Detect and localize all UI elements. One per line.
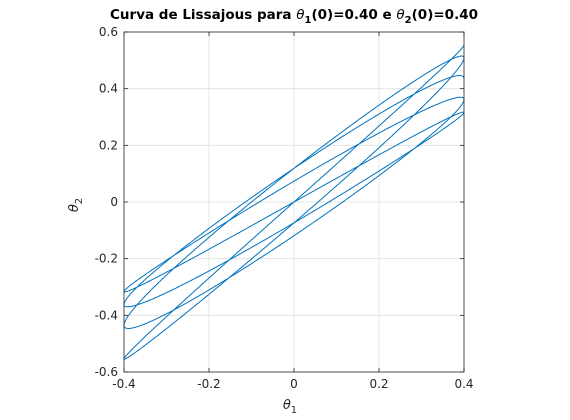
x-tick-label: 0.4	[454, 377, 473, 391]
x-axis-label: θ1	[283, 398, 297, 416]
y-tick-label: 0.2	[99, 138, 118, 152]
x-axis-subscript: 1	[291, 405, 297, 416]
title-suffix: (0)=0.40	[412, 7, 478, 23]
x-tick-label: 0.2	[369, 377, 388, 391]
title-theta-1: θ	[296, 7, 304, 23]
y-axis-label: θ2	[67, 198, 85, 212]
x-axis-symbol: θ	[283, 398, 291, 413]
y-axis-symbol: θ	[67, 204, 82, 212]
y-tick-label: 0.4	[99, 82, 118, 96]
x-tick-label: -0.4	[112, 377, 135, 391]
title-theta-2: θ	[396, 7, 404, 23]
x-tick-label: 0	[290, 377, 298, 391]
x-tick-label: -0.2	[197, 377, 220, 391]
title-prefix: Curva de Lissajous para	[110, 7, 296, 23]
y-tick-label: -0.6	[95, 365, 118, 379]
title-subscript-1: 1	[305, 15, 312, 26]
title-subscript-2: 2	[405, 15, 412, 26]
y-tick-label: 0	[110, 195, 118, 209]
y-tick-label: -0.2	[95, 252, 118, 266]
y-tick-label: -0.4	[95, 308, 118, 322]
y-axis-subscript: 2	[74, 198, 85, 204]
title-middle: (0)=0.40 e	[311, 7, 396, 23]
axis-ticks: -0.4 -0.2 0 0.2 0.4-0.6-0.4-0.200.20.40.6	[95, 25, 474, 391]
y-tick-label: 0.6	[99, 25, 118, 39]
chart-title: Curva de Lissajous para θ1(0)=0.40 e θ2(…	[110, 7, 478, 26]
